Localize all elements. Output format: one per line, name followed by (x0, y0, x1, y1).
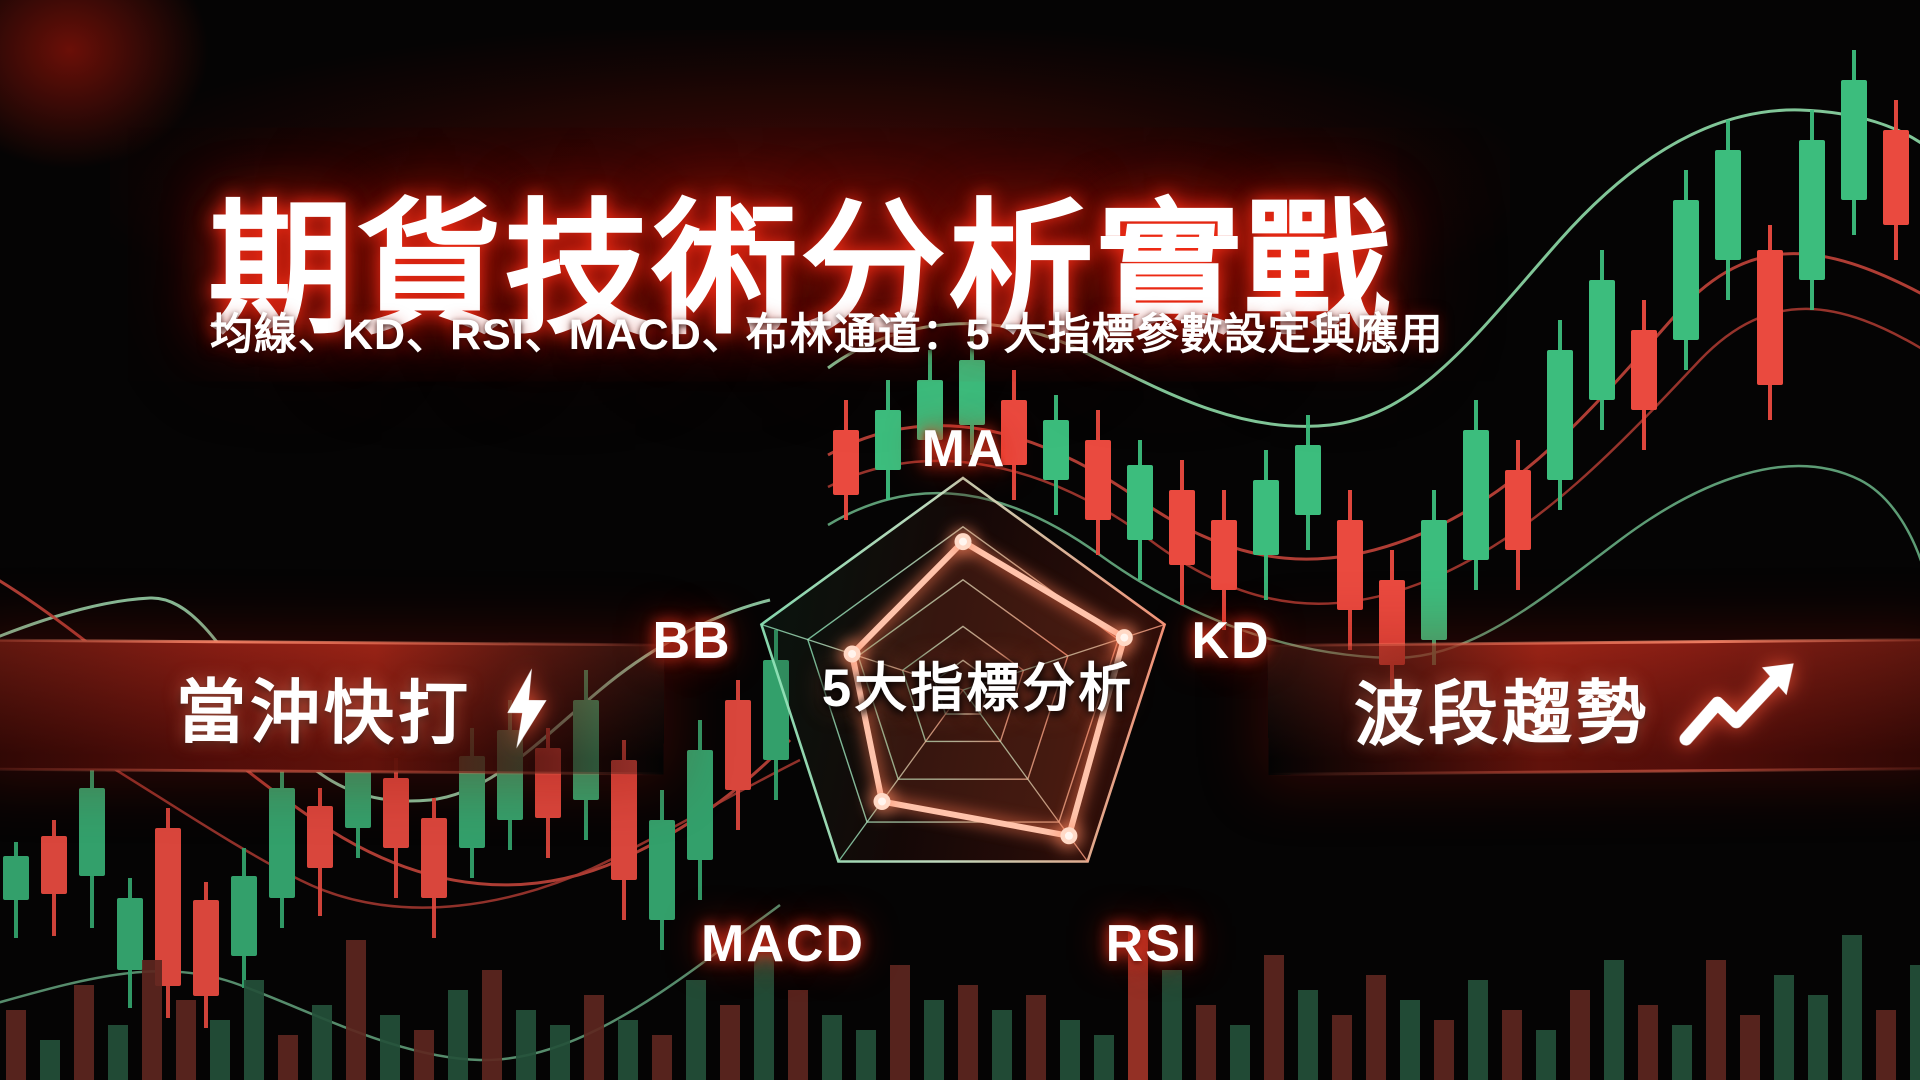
title-red-glow (110, 30, 1510, 340)
corner-red-glow (0, 0, 210, 170)
lightning-bolt-icon (507, 668, 547, 749)
radar-axis-label-kd: KD (1191, 612, 1271, 670)
swing-trend-banner: 波段趨勢 (1267, 639, 1920, 775)
radar-axis-label-macd: MACD (701, 915, 865, 973)
radar-center-title: 5大指標分析 (821, 659, 1135, 718)
day-trade-banner: 當沖快打 (0, 639, 665, 775)
radar-axis-label-rsi: RSI (1105, 915, 1199, 973)
radar-axis-label-bb: BB (652, 612, 732, 670)
page-title: 期貨技術分析實戰 (208, 187, 1392, 351)
page-subtitle: 均線、KD、RSI、MACD、布林通道：5 大指標參數設定與應用 (210, 311, 1444, 359)
trend-up-arrow-icon (1679, 663, 1794, 746)
radar-axis-label-ma: MA (921, 420, 1007, 478)
